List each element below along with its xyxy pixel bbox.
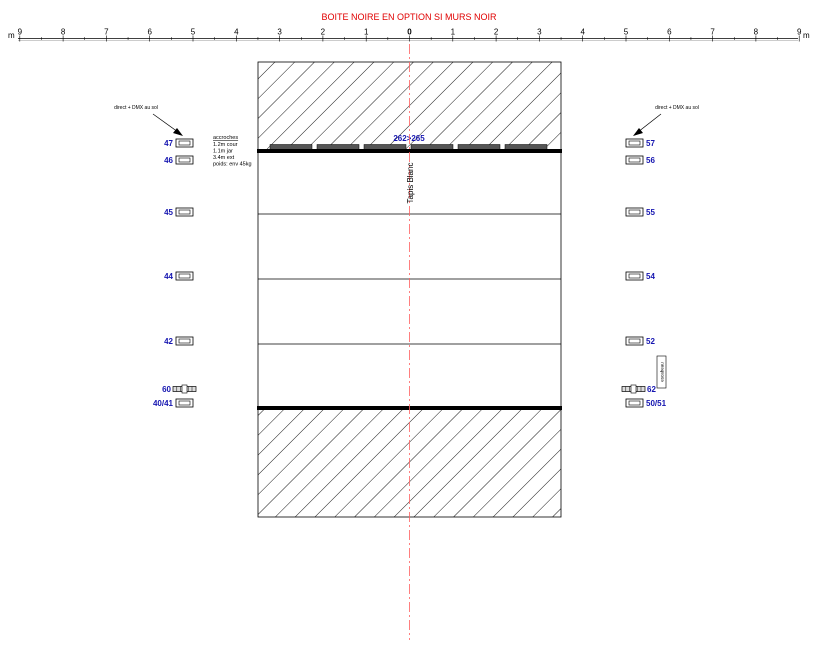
fixture: 54 [625,271,655,281]
ruler-label: 0 [407,28,412,37]
fixture: 44 [164,271,194,281]
fixture-lens [628,400,641,406]
ruler-label: 9 [797,28,802,37]
led-bar-clamp [630,384,637,394]
notes-line: 3.4m ext [213,155,235,161]
rigging-notes: accroches 1.2m cour 1.1m jar 3.4m ext po… [213,135,252,168]
fixture: 60 [162,384,197,394]
ruler-label: 2 [321,28,326,37]
fixture-lens [178,140,191,146]
plot-title: BOITE NOIRE EN OPTION SI MURS NOIR [321,12,497,22]
ruler-label: 4 [580,28,585,37]
ladder-box [656,355,667,389]
fixture-lens [178,273,191,279]
fixture: 45 [164,207,194,217]
fixture: 42 [164,336,194,346]
dmx-note-left: direct + DMX au sol [114,105,158,111]
ruler-label: 7 [710,28,715,37]
fixture-number: 42 [164,337,173,346]
fixture-lens [628,157,641,163]
fixture: 55 [625,207,655,217]
fixture: 56 [625,155,655,165]
batten-fixture [269,144,313,150]
ruler-label: 4 [234,28,239,37]
ruler-label: 1 [451,28,456,37]
notes-line: 1.2m cour [213,142,238,148]
ruler-label: 8 [754,28,759,37]
ruler-label: 6 [147,28,152,37]
fixture: 62 [621,384,656,394]
notes-line: poids: env 45kg [213,162,252,168]
notes-heading: accroches [213,135,238,141]
dmx-note-right: direct + DMX au sol [655,105,699,111]
ruler-label: 6 [667,28,672,37]
batten-fixture [410,144,454,150]
fixtures-stage-right: 57 56 55 54 52 62 50/51 [621,138,667,408]
fixture-number: 50/51 [646,399,667,408]
fixture: 57 [625,138,655,148]
fixture-lens [628,209,641,215]
ruler-label: 1 [364,28,369,37]
ruler-label: 5 [191,28,196,37]
dmx-arrow-right [637,113,662,133]
fixture: 52 [625,336,655,346]
dmx-arrowhead-right [633,128,643,136]
upstage-batten [257,144,562,153]
fixture-number: 57 [646,139,655,148]
ruler-unit-right: m [803,31,810,40]
fixture-lens [178,209,191,215]
fixture: 47 [164,138,194,148]
stage-label: Tapis Blanc [406,163,415,204]
batten-fixture [363,144,407,150]
fixture-number: 56 [646,156,655,165]
dmx-arrow-left [152,113,179,133]
fixture-lens [178,400,191,406]
ruler-label: 3 [537,28,542,37]
fixture-number: 45 [164,208,173,217]
fixture-lens [178,338,191,344]
fixture-lens [628,338,641,344]
fixture-number: 54 [646,272,655,281]
fixture-number: 40/41 [153,399,174,408]
batten-fixture [457,144,501,150]
ruler-label: 5 [624,28,629,37]
ruler-unit-left: m [8,31,15,40]
fixture: 50/51 [625,398,667,408]
ruler-label: 8 [61,28,66,37]
led-bar-clamp [181,384,188,394]
fixture-number: 47 [164,139,173,148]
ruler-label: 7 [104,28,109,37]
batten-fixture [504,144,548,150]
notes-line: 1.1m jar [213,149,233,155]
fixture-number: 44 [164,272,173,281]
fixtures-stage-left: 47 46 45 44 42 60 40/41 [153,138,197,408]
ruler-ticks: 9 8 7 6 5 4 3 2 1 0 1 2 3 4 5 6 7 8 9 [18,28,802,42]
fixture-number: 46 [164,156,173,165]
upstage-pipe [257,149,562,153]
ruler-label: 3 [277,28,282,37]
fixture-lens [628,140,641,146]
fixture-number: 52 [646,337,655,346]
fixture-lens [628,273,641,279]
batten-fixture [316,144,360,150]
fixture: 40/41 [153,398,194,408]
fixture-lens [178,157,191,163]
ladder-label: escabeau [660,362,665,382]
scale-ruler: 9 8 7 6 5 4 3 2 1 0 1 2 3 4 5 6 7 8 9 m m [8,28,810,42]
ruler-label: 9 [18,28,23,37]
dmx-arrowhead-left [173,128,183,136]
fixture: 46 [164,155,194,165]
ruler-label: 2 [494,28,499,37]
fixture-number: 55 [646,208,655,217]
fixture-number: 62 [647,385,656,394]
fixture-number: 60 [162,385,171,394]
